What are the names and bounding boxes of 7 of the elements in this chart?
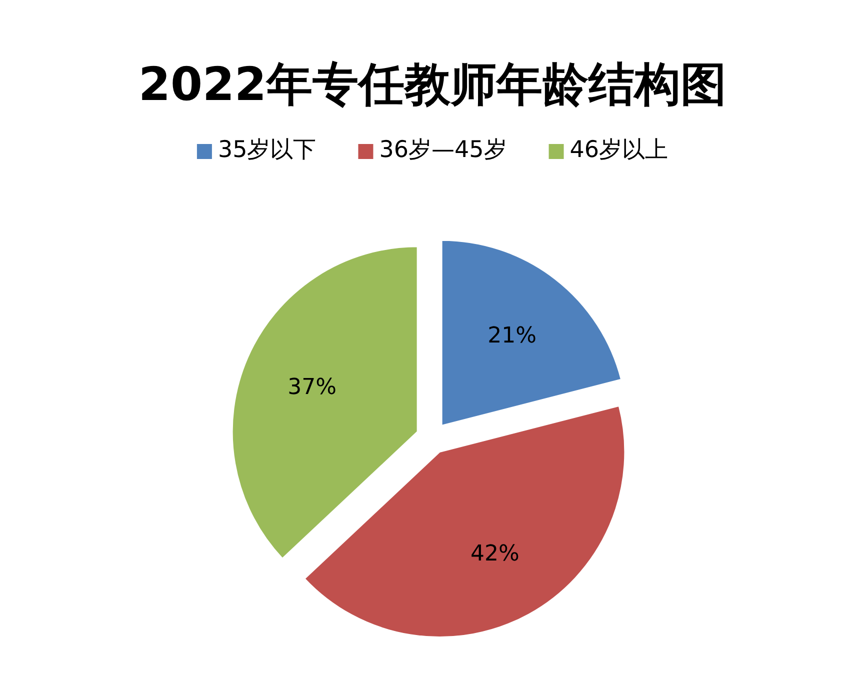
legend-label: 46岁以上 [570, 137, 668, 163]
legend-label: 36岁—45岁 [379, 137, 507, 163]
data-label: 42% [470, 542, 520, 567]
data-label: 37% [288, 375, 337, 400]
data-label: 21% [488, 324, 537, 349]
legend-label: 35岁以下 [218, 137, 316, 163]
chart-title: 2022年专任教师年龄结构图 [138, 57, 727, 111]
